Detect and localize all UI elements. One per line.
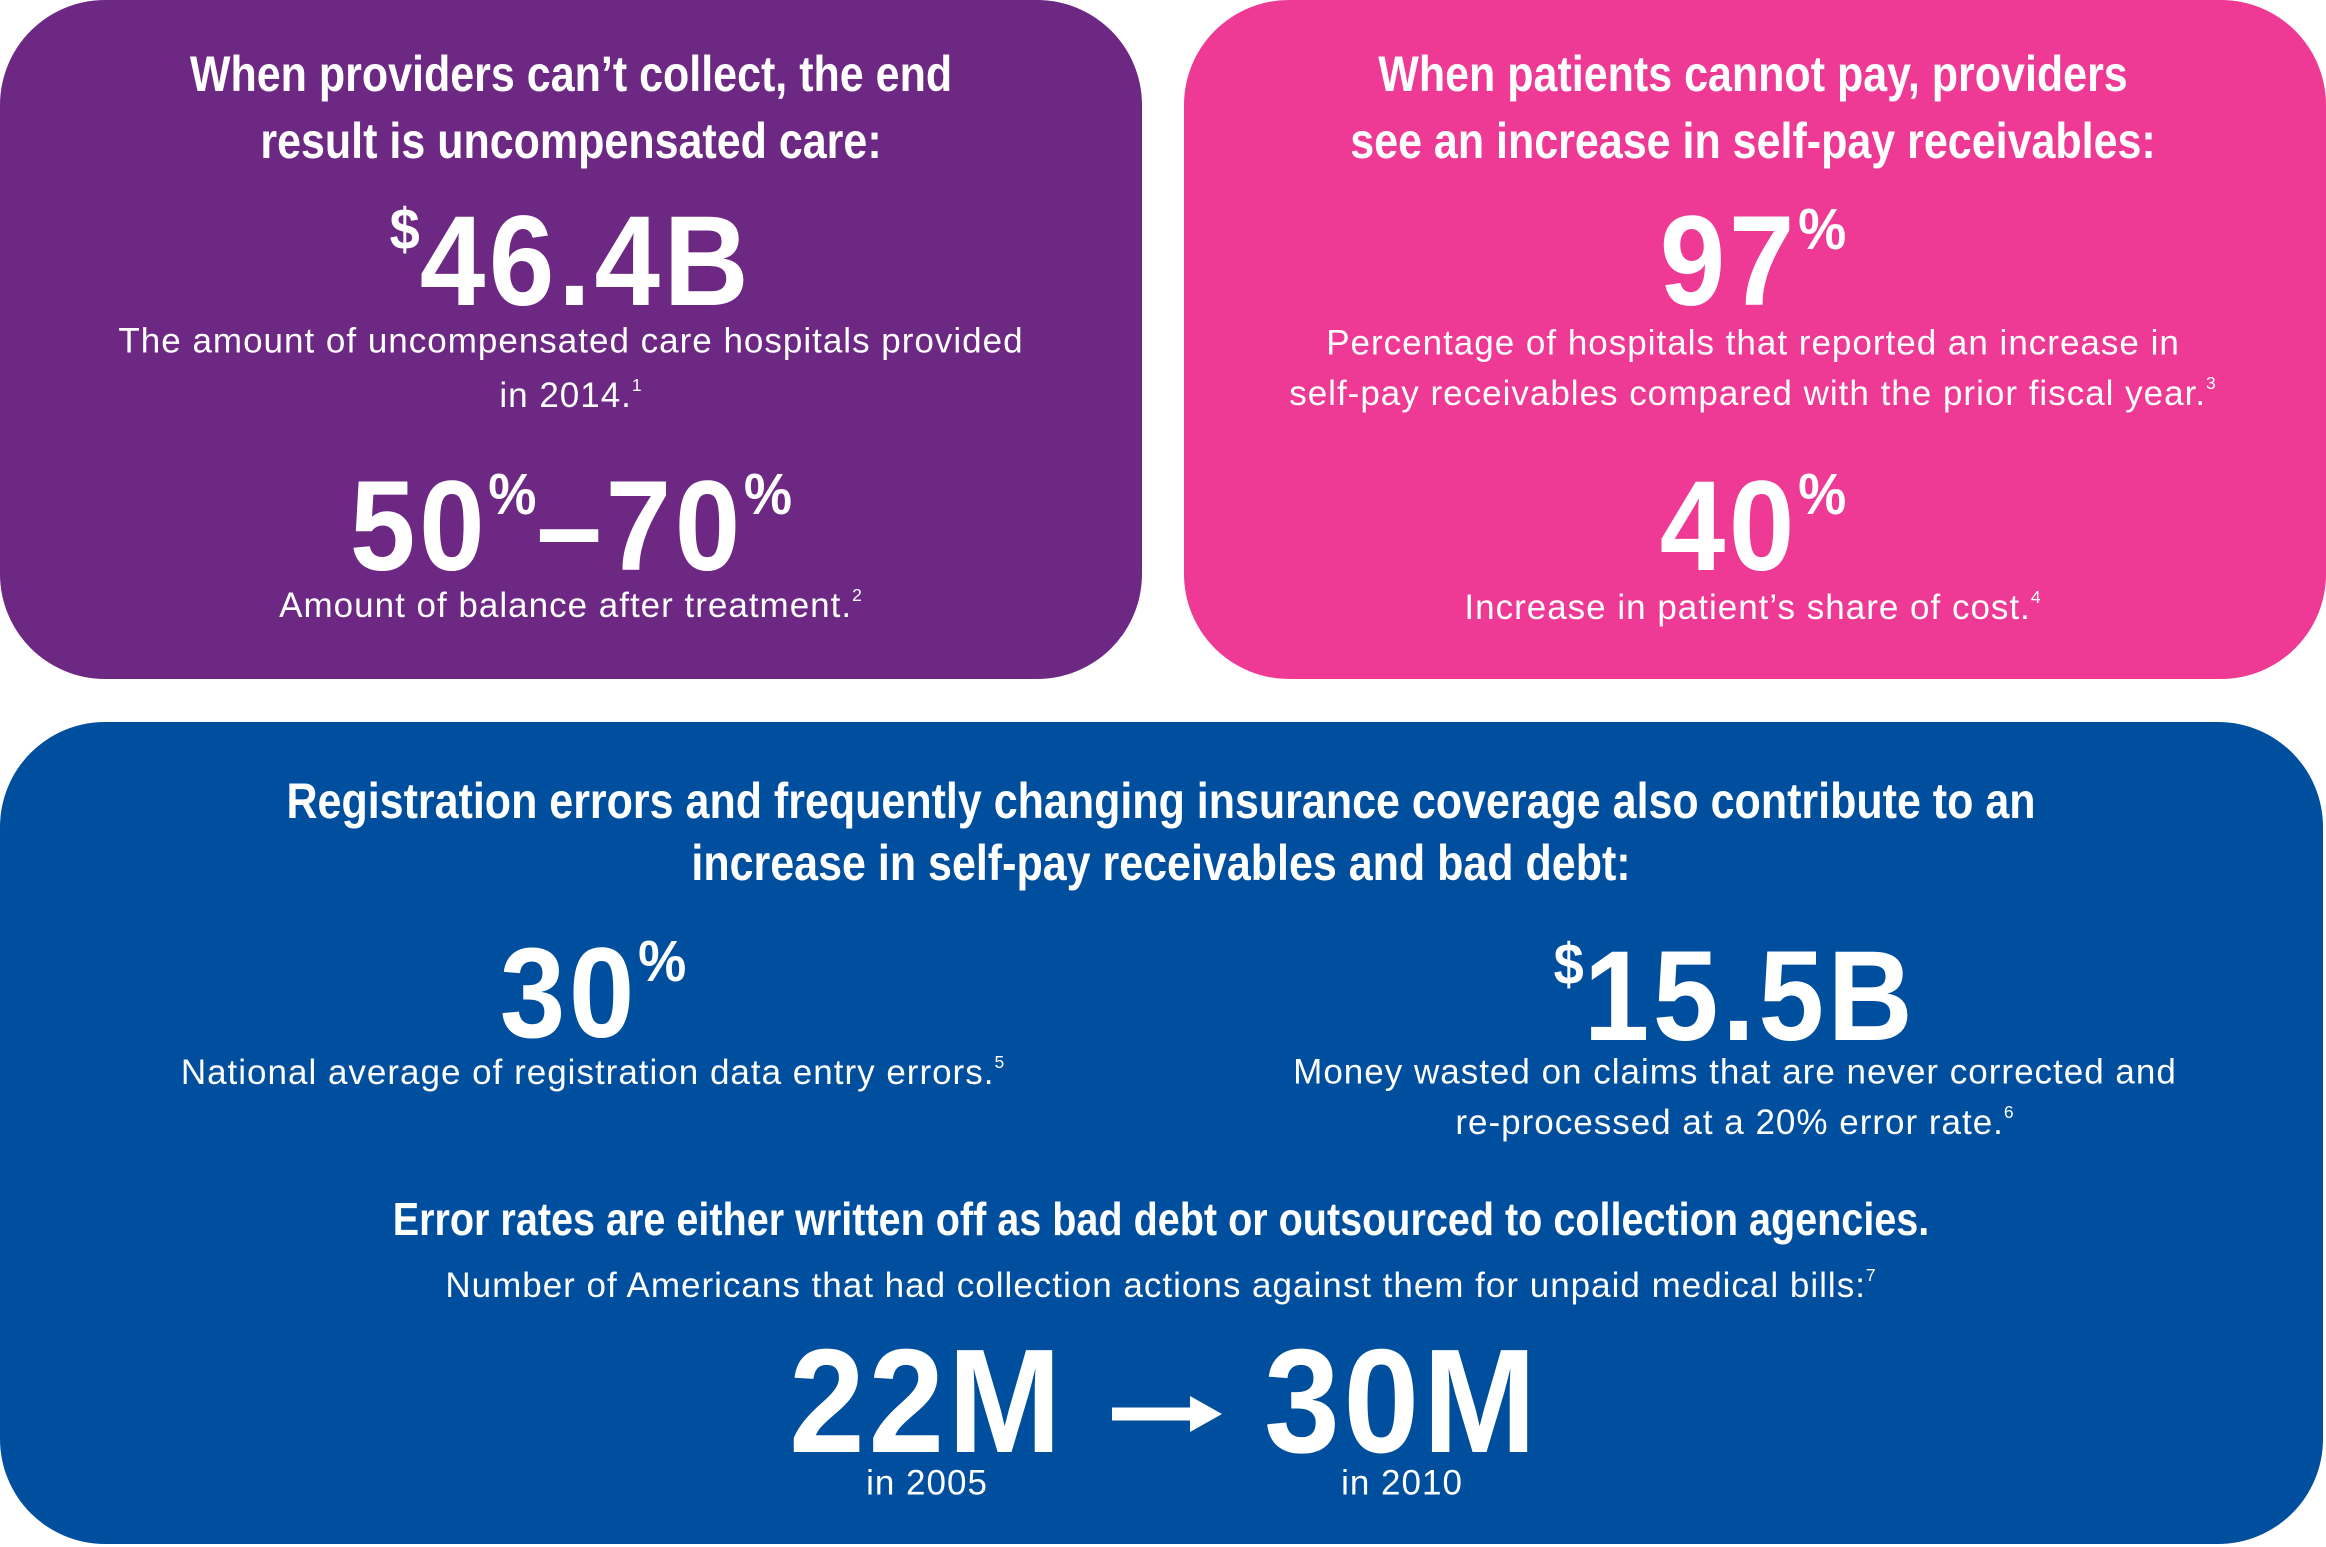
stat-figure: 40% <box>1660 463 1847 591</box>
description-text: Money wasted on claims that are never co… <box>1293 1052 2177 1092</box>
figure-superscript: % <box>1798 462 1847 528</box>
stat-figure: 50%–70% <box>350 463 792 591</box>
panel-heading: result is uncompensated care: <box>260 113 882 169</box>
figure-text: 15.5B <box>1583 925 1917 1068</box>
blue-panel <box>0 722 2323 1544</box>
arrow-head <box>1190 1396 1222 1432</box>
pink-panel <box>1184 0 2326 679</box>
stat-description: in 2014.1 <box>499 375 643 415</box>
panel-heading: see an increase in self-pay receivables: <box>1350 113 2156 169</box>
caption-text: Number of Americans that had collection … <box>445 1265 1866 1305</box>
figure-text: 97 <box>1659 190 1799 333</box>
stat-figure: $46.4B <box>390 198 753 326</box>
stat-figure: 30% <box>500 930 687 1058</box>
figure-text: –70 <box>536 455 744 598</box>
footnote-marker: 1 <box>631 375 643 396</box>
figure-text: 30 <box>499 922 639 1065</box>
panel-heading: Registration errors and frequently chang… <box>286 773 2036 829</box>
stat-description: Money wasted on claims that are never co… <box>1293 1055 2177 1090</box>
stat-description: re-processed at a 20% error rate.6 <box>1455 1102 2015 1142</box>
panel-heading: When patients cannot pay, providers <box>1378 46 2128 102</box>
description-text: National average of registration data en… <box>180 1052 995 1092</box>
comparison-figure: 22M <box>789 1319 1065 1484</box>
comparison-figure: 30M <box>1264 1319 1540 1484</box>
figure-superscript: % <box>743 462 793 528</box>
comparison-label: in 2010 <box>1341 1463 1463 1503</box>
footnote-marker: 4 <box>2030 587 2042 608</box>
footnote-marker: 3 <box>2206 373 2217 394</box>
description-text: The amount of uncompensated care hospita… <box>118 321 1024 361</box>
stat-description: Amount of balance after treatment.2 <box>279 585 863 625</box>
footnote-marker: 6 <box>2003 1102 2015 1123</box>
footnote-marker: 2 <box>852 585 863 606</box>
stat-description: Increase in patient’s share of cost.4 <box>1464 587 2042 627</box>
description-text: re-processed at a 20% error rate. <box>1455 1102 2004 1142</box>
footnote-marker: 5 <box>994 1052 1006 1073</box>
figure-superscript: $ <box>1553 932 1584 998</box>
stat-description: self-pay receivables compared with the p… <box>1289 373 2217 413</box>
caption: Number of Americans that had collection … <box>445 1265 1877 1305</box>
subheading: Error rates are either written off as ba… <box>392 1193 1930 1245</box>
description-text: self-pay receivables compared with the p… <box>1289 373 2207 413</box>
panel-heading: increase in self-pay receivables and bad… <box>691 835 1631 891</box>
figure-superscript: $ <box>389 197 420 263</box>
figure-text: 46.4B <box>419 190 753 333</box>
description-text: Percentage of hospitals that reported an… <box>1326 323 2180 363</box>
description-text: in 2014. <box>499 375 632 415</box>
stat-description: The amount of uncompensated care hospita… <box>118 324 1023 359</box>
description-text: Increase in patient’s share of cost. <box>1464 587 2031 627</box>
purple-panel <box>0 0 1142 679</box>
stat-description: Percentage of hospitals that reported an… <box>1326 326 2180 361</box>
stat-description: National average of registration data en… <box>180 1052 1006 1092</box>
figure-superscript: % <box>1798 197 1847 263</box>
description-text: Amount of balance after treatment. <box>279 585 853 625</box>
stat-figure: 97% <box>1660 198 1847 326</box>
figure-text: 50 <box>349 455 489 598</box>
footnote-marker: 7 <box>1865 1265 1877 1286</box>
figure-superscript: % <box>488 462 537 528</box>
panel-heading: When providers can’t collect, the end <box>189 46 953 102</box>
stat-figure: $15.5B <box>1554 933 1917 1061</box>
comparison-label: in 2005 <box>866 1463 988 1503</box>
figure-superscript: % <box>638 929 687 995</box>
figure-text: 40 <box>1659 455 1799 598</box>
